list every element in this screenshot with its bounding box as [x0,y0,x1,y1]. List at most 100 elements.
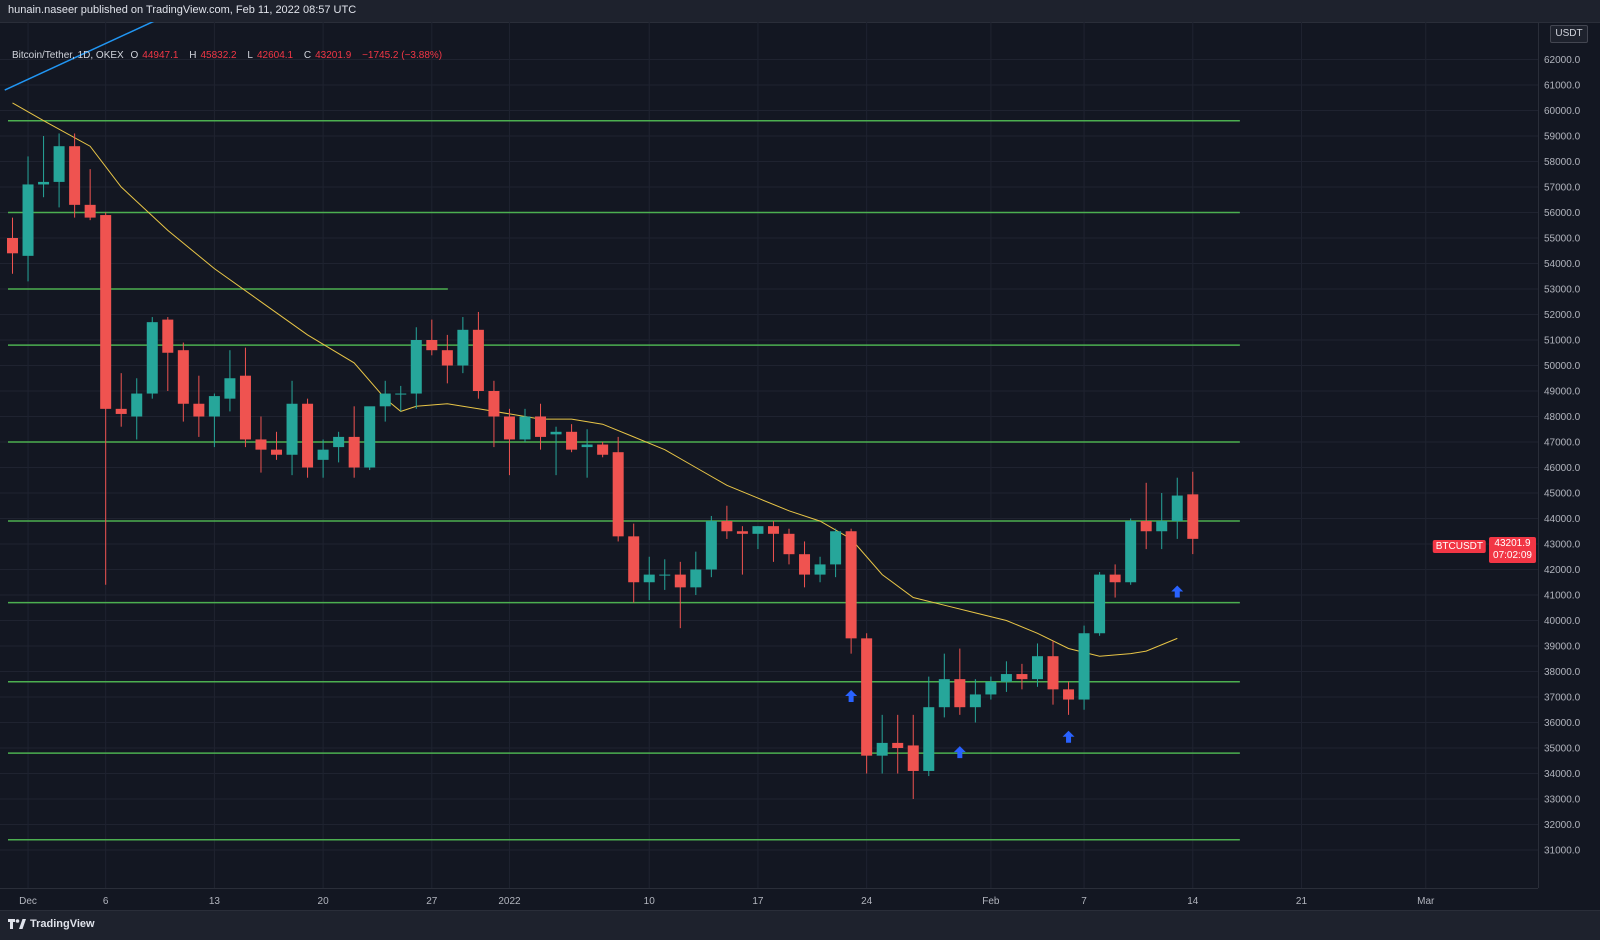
price-tick-label: 52000.0 [1544,310,1581,321]
candle [488,380,500,448]
candle [410,327,422,409]
price-tick-label: 46000.0 [1544,463,1581,474]
candle [1000,661,1012,692]
candle-body [177,350,189,404]
candle [1047,640,1059,705]
currency-unit-button[interactable]: USDT [1550,25,1588,43]
candle [115,373,127,427]
price-tick-label: 60000.0 [1544,106,1581,117]
candle [705,515,717,578]
candle-body [845,531,857,639]
time-tick-label: 20 [318,896,330,907]
candle [892,714,904,774]
candle [550,426,562,476]
candle [1031,643,1043,687]
price-tick-label: 57000.0 [1544,183,1581,194]
candle-body [1047,656,1059,690]
bar-countdown: 07:02:09 [1493,550,1532,561]
price-chart[interactable] [0,2,1538,888]
candle-body [1031,656,1043,680]
last-price-label: 43201.9 07:02:09 [1489,537,1536,563]
candle [177,342,189,422]
grid [0,22,1538,888]
candle-body [100,215,112,409]
moving-average-line [12,102,1178,657]
candle-body [938,679,950,708]
candle-body [115,408,127,414]
candle-body [830,531,842,565]
candle [100,212,112,585]
candle-body [503,416,515,440]
candle [923,676,935,777]
price-tick-label: 55000.0 [1544,234,1581,245]
candle-body [705,521,717,570]
candle [333,431,345,463]
candle-body [721,521,733,532]
candle [503,408,515,476]
candle-body [395,393,407,395]
candle-body [892,742,904,748]
last-price-value: 43201.9 [1494,538,1531,549]
candle [830,528,842,578]
candle [938,653,950,718]
candle [1125,518,1137,585]
candle-body [488,391,500,417]
legend-low-label: L [247,50,253,61]
time-axis[interactable]: Dec 6 13 20 27 2022 10 17 24 Feb 7 14 21 Mar [0,888,1538,911]
candle-body [643,574,655,583]
price-tick-label: 47000.0 [1544,438,1581,449]
candle [1156,493,1168,550]
time-tick-label: 6 [103,896,109,907]
price-axis-labels: 31000.0 32000.0 33000.0 34000.0 35000.0 36000… [1544,55,1581,857]
candle-body [566,431,578,450]
candle-body [379,393,391,407]
legend-open: 44947.1 [142,50,179,61]
candle [690,551,702,595]
candle [566,424,578,453]
candle-body [1078,633,1090,700]
candle [426,319,438,356]
candle-body [519,416,531,440]
candle [239,347,251,448]
candle-body [239,375,251,440]
price-tick-label: 40000.0 [1544,616,1581,627]
candle-body [767,526,779,534]
candle-body [799,554,811,575]
up-arrow-icon [953,746,966,759]
candle [441,334,453,384]
price-axis[interactable]: 31000.0 32000.0 33000.0 34000.0 35000.0 36000… [1538,22,1600,888]
symbol-legend: Bitcoin/Tether, 1D, OKEX O 44947.1 H 45832… [12,50,446,61]
candle [876,714,888,774]
time-axis-labels: Dec 6 13 20 27 2022 10 17 24 Feb 7 14 21 Mar [19,896,1435,907]
time-tick-label: 14 [1187,896,1199,907]
candle [954,648,966,715]
candle-body [472,329,484,391]
candle-body [1171,495,1183,522]
candle [457,317,469,374]
candle-body [674,574,686,588]
tradingview-logo[interactable]: TradingView [8,918,95,930]
candle [348,406,360,478]
price-tick-label: 32000.0 [1544,820,1581,831]
candle-body [255,439,267,450]
time-tick-label: Dec [19,896,37,907]
price-tick-label: 39000.0 [1544,642,1581,653]
time-tick-label: 7 [1081,896,1087,907]
candle-body [146,322,158,394]
candle-body [1140,521,1152,532]
candle [907,714,919,799]
candle-body [985,681,997,695]
legend-close-group: C 43201.9 [304,50,355,61]
candle [814,556,826,583]
up-arrow-icon [1062,730,1075,743]
candle-body [348,436,360,468]
time-tick-label: 17 [752,896,764,907]
time-tick-label: 27 [426,896,438,907]
candle [1171,477,1183,539]
chart-canvas[interactable]: Bitcoin/Tether, 1D, OKEX O 44947.1 H 45832… [0,2,1538,888]
candle-body [923,707,935,771]
candle [1016,663,1028,690]
candle [395,385,407,412]
time-tick-label: Feb [982,896,1000,907]
candle-body [333,436,345,448]
